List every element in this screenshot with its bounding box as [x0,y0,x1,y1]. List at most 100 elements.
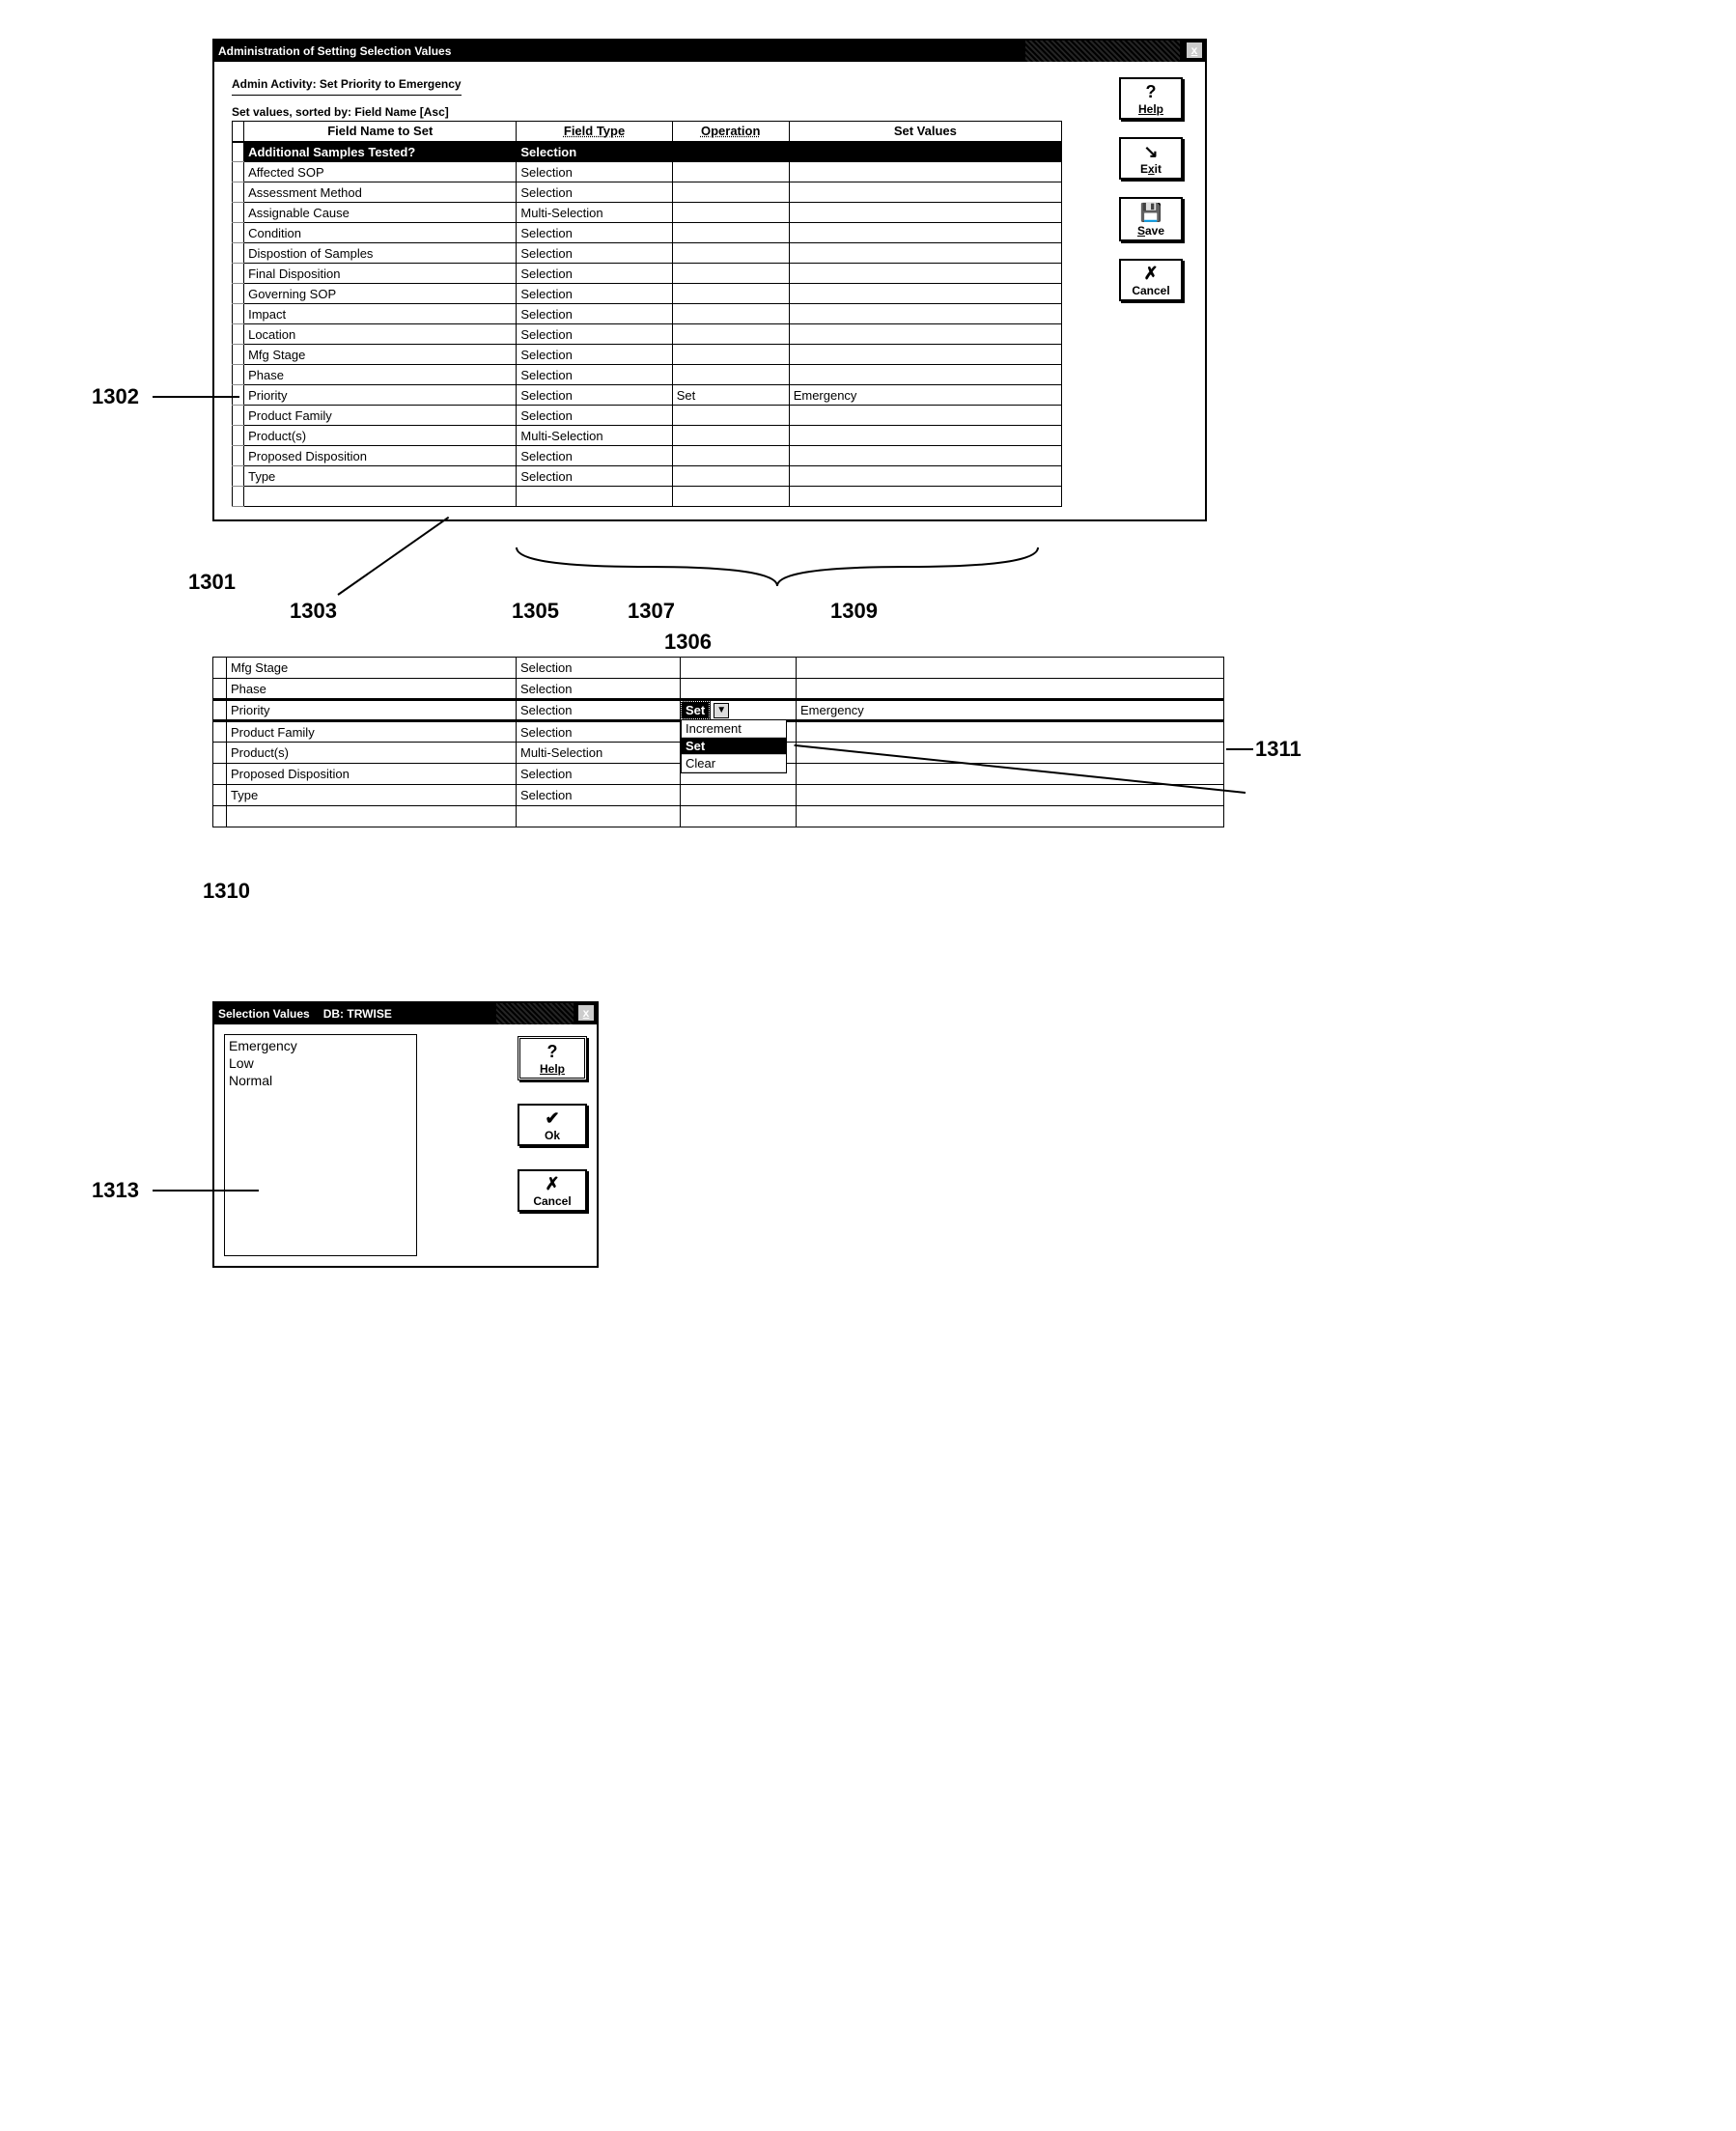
cell-set-value [789,284,1061,304]
cell-operation [672,426,789,446]
cell-field-name: Priority [227,700,517,721]
table-row[interactable]: Additional Samples Tested?Selection [233,142,1062,162]
table-row[interactable]: Dispostion of SamplesSelection [233,243,1062,264]
exit-button[interactable]: ↘ Exit [1119,137,1183,180]
dialog-help-button[interactable]: ? Help [518,1036,587,1080]
cell-operation [672,324,789,345]
cell-set-value [789,223,1061,243]
cell-set-value [789,406,1061,426]
table-row[interactable]: PrioritySelectionSetEmergency [233,385,1062,406]
table-row[interactable]: Mfg StageSelection [233,345,1062,365]
cell-field-name: Dispostion of Samples [244,243,517,264]
col-set-values[interactable]: Set Values [789,122,1061,142]
cell-field-type: Selection [517,466,672,487]
cell-field-name: Product(s) [244,426,517,446]
list-item[interactable]: Low [229,1054,412,1072]
cell-operation [681,679,797,700]
dialog-cancel-button[interactable]: ✗ Cancel [518,1169,587,1212]
cell-operation [672,243,789,264]
save-button[interactable]: 💾 Save [1119,197,1183,241]
leader-1302 [153,396,239,398]
table-row[interactable]: PhaseSelection [213,679,1224,700]
close-icon[interactable]: x [1186,42,1203,59]
cell-operation [672,406,789,426]
cell-operation [672,365,789,385]
operation-dropdown[interactable]: IncrementSetClear [681,719,787,773]
cell-set-value [789,162,1061,182]
table-row[interactable]: Governing SOPSelection [233,284,1062,304]
callout-1307: 1307 [628,599,675,624]
col-field-name[interactable]: Field Name to Set [244,122,517,142]
chevron-down-icon[interactable]: ▼ [714,703,729,718]
cell-set-value [797,785,1224,806]
cell-operation [681,785,797,806]
table-row[interactable]: TypeSelection [213,785,1224,806]
check-icon: ✔ [545,1109,559,1127]
cell-field-name: Product Family [244,406,517,426]
selection-listbox[interactable]: EmergencyLowNormal [224,1034,417,1256]
admin-window: Administration of Setting Selection Valu… [212,39,1207,521]
dialog-ok-button[interactable]: ✔ Ok [518,1104,587,1146]
cell-field-type: Selection [517,679,681,700]
table-row[interactable]: Assessment MethodSelection [233,182,1062,203]
table-row[interactable]: PhaseSelection [233,365,1062,385]
cell-operation [672,466,789,487]
save-icon: 💾 [1141,203,1161,222]
dropdown-option[interactable]: Clear [682,755,786,772]
operation-cell[interactable]: Set▼IncrementSetClear [681,700,797,721]
cell-field-name: Product Family [227,721,517,743]
dialog-close-icon[interactable]: x [577,1004,595,1022]
cell-set-value [789,466,1061,487]
col-field-type[interactable]: Field Type [564,124,625,138]
help-button[interactable]: ? Help [1119,77,1183,120]
cell-field-type: Selection [517,365,672,385]
dialog-ok-label: Ok [545,1129,560,1142]
cell-field-name: Type [227,785,517,806]
cell-field-name [244,487,517,507]
dropdown-option[interactable]: Increment [682,720,786,738]
dropdown-option[interactable]: Set [682,738,786,755]
callout-1309: 1309 [830,599,878,624]
callout-1305: 1305 [512,599,559,624]
titlebar: Administration of Setting Selection Valu… [214,41,1205,62]
table-row[interactable]: Product(s)Multi-Selection [233,426,1062,446]
table-row[interactable]: Final DispositionSelection [233,264,1062,284]
table-row[interactable]: PrioritySelectionSet▼IncrementSetClearEm… [213,700,1224,721]
dialog-help-label: Help [540,1062,565,1076]
cell-field-type: Multi-Selection [517,426,672,446]
table-row[interactable]: Proposed DispositionSelection [233,446,1062,466]
cell-field-name: Affected SOP [244,162,517,182]
table-row[interactable]: ImpactSelection [233,304,1062,324]
table-row[interactable]: Product FamilySelection [233,406,1062,426]
col-operation[interactable]: Operation [701,124,760,138]
table-row[interactable]: Mfg StageSelection [213,658,1224,679]
cell-field-type: Selection [517,345,672,365]
cell-field-type: Selection [517,446,672,466]
list-item[interactable]: Normal [229,1072,412,1089]
cell-operation [672,284,789,304]
cell-operation [681,806,797,827]
cell-field-type: Selection [517,243,672,264]
table-row[interactable]: Affected SOPSelection [233,162,1062,182]
table-row[interactable] [233,487,1062,507]
table-row[interactable]: ConditionSelection [233,223,1062,243]
cell-field-name: Proposed Disposition [244,446,517,466]
cell-field-type: Selection [517,304,672,324]
table-row[interactable]: LocationSelection [233,324,1062,345]
cell-field-name: Mfg Stage [227,658,517,679]
titlebar-texture [1025,41,1180,62]
table-row[interactable]: Assignable CauseMulti-Selection [233,203,1062,223]
help-label: Help [1138,102,1163,116]
cell-set-value [789,426,1061,446]
cancel-button[interactable]: ✗ Cancel [1119,259,1183,301]
list-item[interactable]: Emergency [229,1037,412,1054]
cell-field-name: Additional Samples Tested? [244,142,517,162]
table-row[interactable] [213,806,1224,827]
table-row[interactable]: TypeSelection [233,466,1062,487]
cell-operation [672,345,789,365]
cell-field-type: Multi-Selection [517,743,681,764]
cell-set-value [789,203,1061,223]
cell-field-type: Selection [517,700,681,721]
cell-field-name: Product(s) [227,743,517,764]
cell-field-type: Selection [517,223,672,243]
